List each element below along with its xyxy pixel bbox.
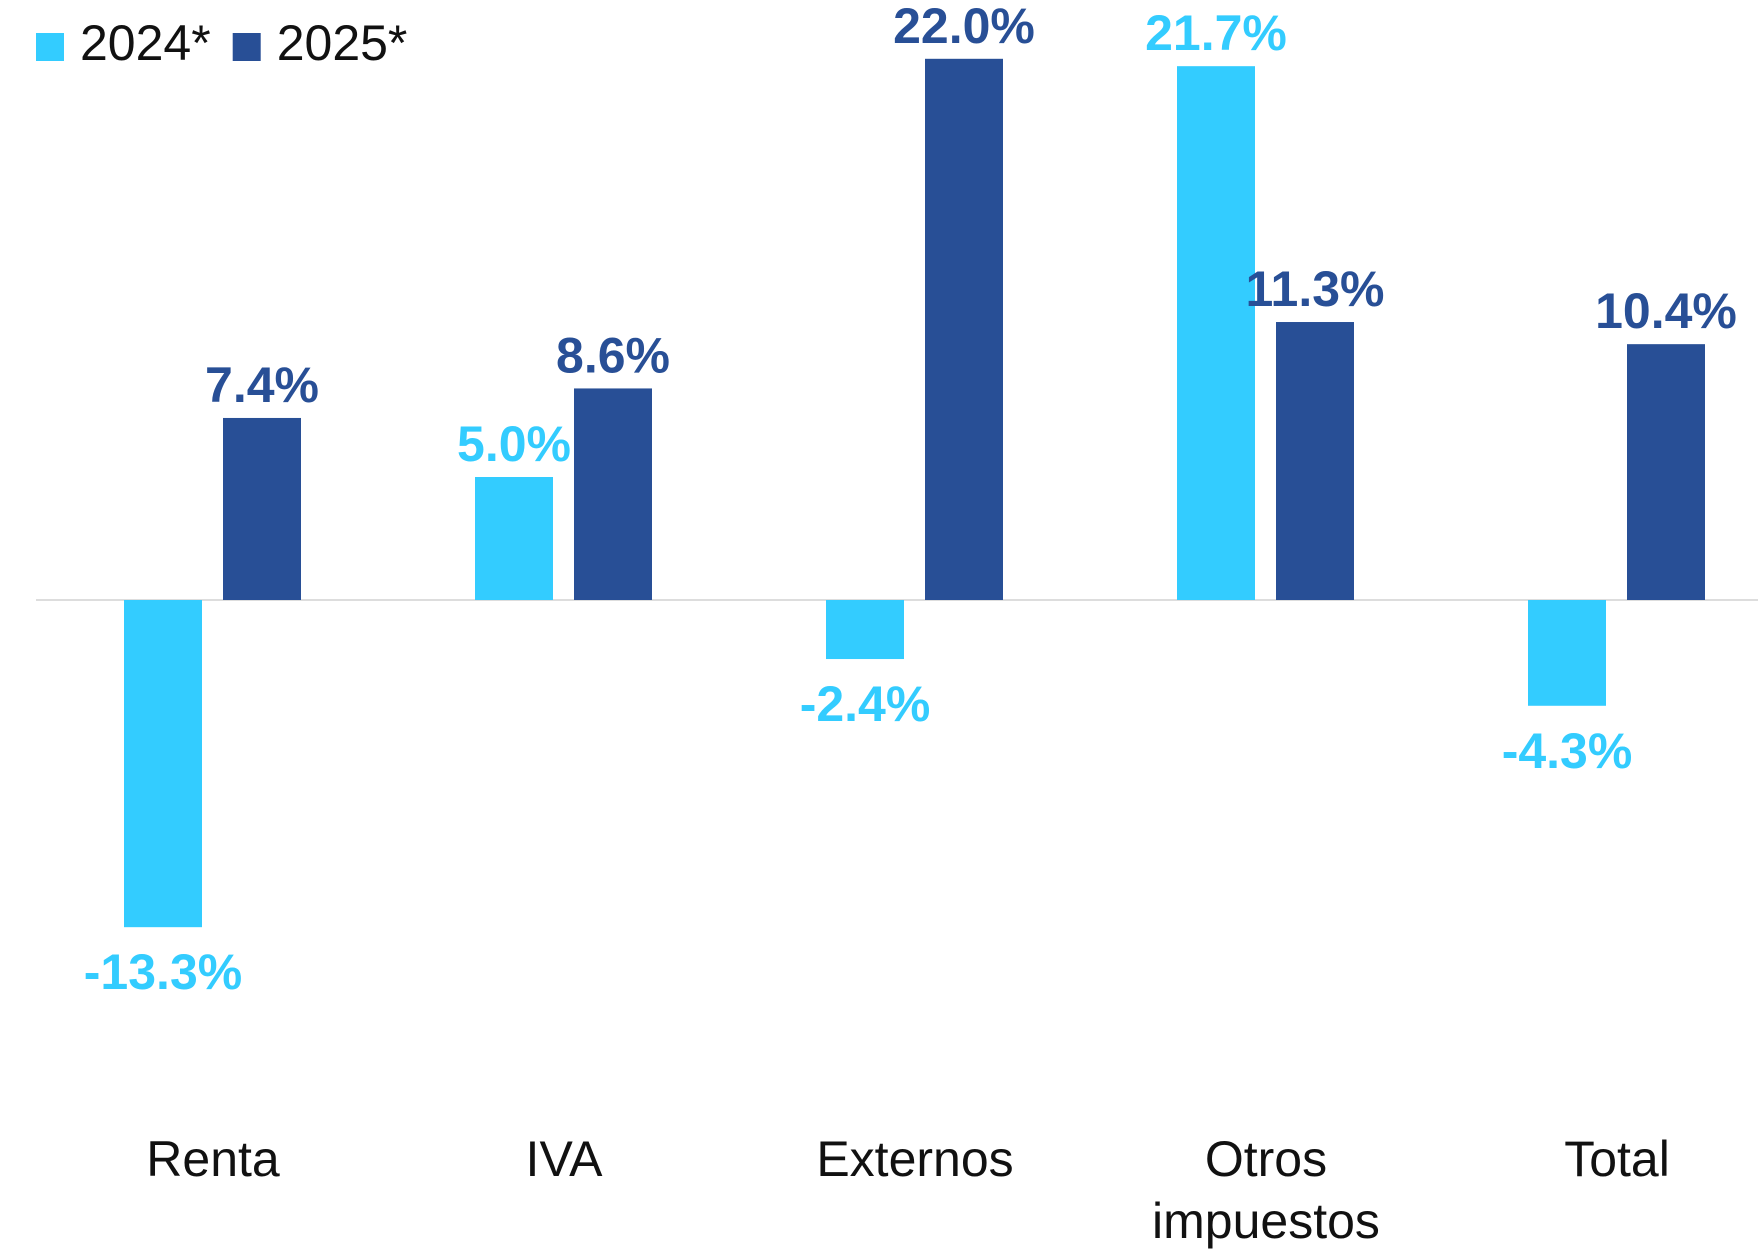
value-label: 5.0% (457, 416, 571, 472)
value-label: -2.4% (800, 676, 931, 732)
bar (475, 477, 553, 600)
bar (1177, 66, 1255, 601)
legend-label: 2024* (80, 15, 211, 71)
value-label: -13.3% (84, 944, 242, 1000)
value-label: 10.4% (1595, 283, 1737, 339)
legend-swatch (36, 33, 64, 61)
value-label: 8.6% (556, 327, 670, 383)
value-label: 22.0% (893, 0, 1035, 54)
x-tick-label: Externos (816, 1131, 1014, 1187)
value-label: -4.3% (1502, 723, 1633, 779)
bar (223, 417, 301, 600)
x-tick-label: Otros impuestos (1152, 1131, 1380, 1249)
value-label: 7.4% (205, 357, 319, 413)
x-tick-label: Renta (146, 1131, 280, 1187)
bar (925, 58, 1003, 601)
bar (124, 600, 202, 928)
x-tick-label: Total (1564, 1131, 1670, 1187)
x-tick-label: IVA (525, 1131, 603, 1187)
value-label: 11.3% (1245, 261, 1384, 317)
legend-swatch (232, 33, 261, 61)
value-label: 21.7% (1145, 5, 1287, 61)
bar (1276, 322, 1354, 600)
bar (826, 600, 904, 660)
bar (1528, 600, 1606, 706)
legend-label: 2025* (277, 15, 408, 71)
bar (574, 388, 652, 600)
bar (1627, 344, 1705, 600)
